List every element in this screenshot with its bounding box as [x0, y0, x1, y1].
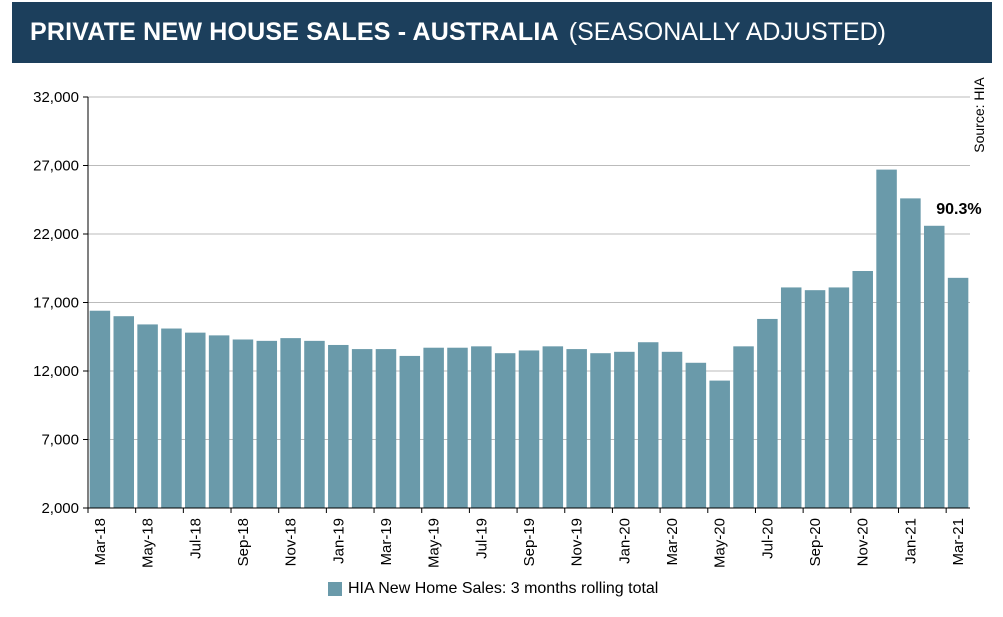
x-tick-label: Nov-20 — [855, 518, 872, 566]
bar — [161, 328, 182, 508]
bar — [804, 290, 826, 508]
y-tick-label: 7,000 — [41, 432, 79, 449]
chart-header: PRIVATE NEW HOUSE SALES - AUSTRALIA (SEA… — [12, 2, 992, 63]
bar — [709, 380, 730, 508]
bar — [208, 335, 230, 508]
bar — [923, 225, 945, 508]
legend-swatch — [328, 582, 342, 596]
y-tick-label: 22,000 — [33, 226, 79, 243]
x-tick-label: Sep-20 — [807, 518, 824, 566]
bar — [542, 346, 564, 508]
bar — [399, 355, 421, 508]
x-tick-label: Mar-20 — [664, 518, 681, 566]
x-tick-label: Jan-21 — [902, 518, 919, 564]
bar — [780, 287, 802, 508]
bar — [566, 349, 587, 508]
x-tick-label: Mar-21 — [950, 518, 967, 566]
bar — [614, 351, 635, 508]
y-tick-label: 12,000 — [33, 363, 79, 380]
bar — [828, 287, 850, 508]
bar — [447, 347, 468, 508]
x-tick-label: Sep-18 — [235, 518, 252, 566]
bar — [185, 332, 206, 508]
bar — [328, 344, 349, 508]
bar — [89, 310, 111, 508]
x-tick-label: Nov-19 — [569, 518, 586, 566]
bar — [757, 318, 778, 508]
y-tick-label: 2,000 — [41, 500, 79, 517]
bar — [471, 346, 492, 508]
bar — [137, 324, 158, 508]
bar — [280, 338, 301, 508]
x-tick-label: Nov-18 — [283, 518, 300, 566]
bar — [590, 353, 611, 508]
bar — [113, 316, 135, 508]
bar — [900, 198, 921, 508]
x-tick-label: May-19 — [426, 518, 443, 568]
bar — [494, 353, 516, 508]
bar — [947, 277, 969, 508]
x-tick-label: Mar-19 — [378, 518, 395, 566]
y-tick-label: 27,000 — [33, 158, 79, 175]
x-tick-label: Jul-19 — [473, 518, 490, 559]
source-label: Source: HIA — [971, 77, 987, 153]
x-tick-label: Jan-19 — [330, 518, 347, 564]
bar — [518, 350, 540, 508]
bar — [423, 347, 444, 508]
x-tick-label: Jul-20 — [759, 518, 776, 559]
x-tick-label: May-20 — [712, 518, 729, 568]
x-tick-label: Mar-18 — [92, 518, 109, 566]
bar — [876, 169, 897, 509]
bar — [351, 349, 373, 508]
bar — [304, 340, 325, 508]
source-note: Source: HIA — [967, 75, 991, 155]
bar — [375, 349, 397, 508]
chart-subtitle: (SEASONALLY ADJUSTED) — [568, 18, 887, 46]
bar — [661, 351, 683, 508]
bar — [852, 270, 873, 508]
y-tick-label: 32,000 — [33, 89, 79, 106]
legend-label: HIA New Home Sales: 3 months rolling tot… — [348, 580, 659, 597]
x-tick-label: Jul-18 — [187, 518, 204, 559]
x-tick-label: Sep-19 — [521, 518, 538, 566]
x-tick-label: May-18 — [140, 518, 157, 568]
legend: HIA New Home Sales: 3 months rolling tot… — [328, 580, 658, 598]
bar — [685, 362, 707, 508]
bar — [637, 342, 659, 508]
x-tick-label: Jan-20 — [616, 518, 633, 564]
annotation-label: 90.3% — [936, 201, 981, 218]
chart-title: PRIVATE NEW HOUSE SALES - AUSTRALIA — [30, 18, 559, 46]
bar — [733, 346, 754, 508]
bar — [256, 340, 278, 508]
bar — [232, 339, 254, 508]
y-tick-label: 17,000 — [33, 295, 79, 312]
